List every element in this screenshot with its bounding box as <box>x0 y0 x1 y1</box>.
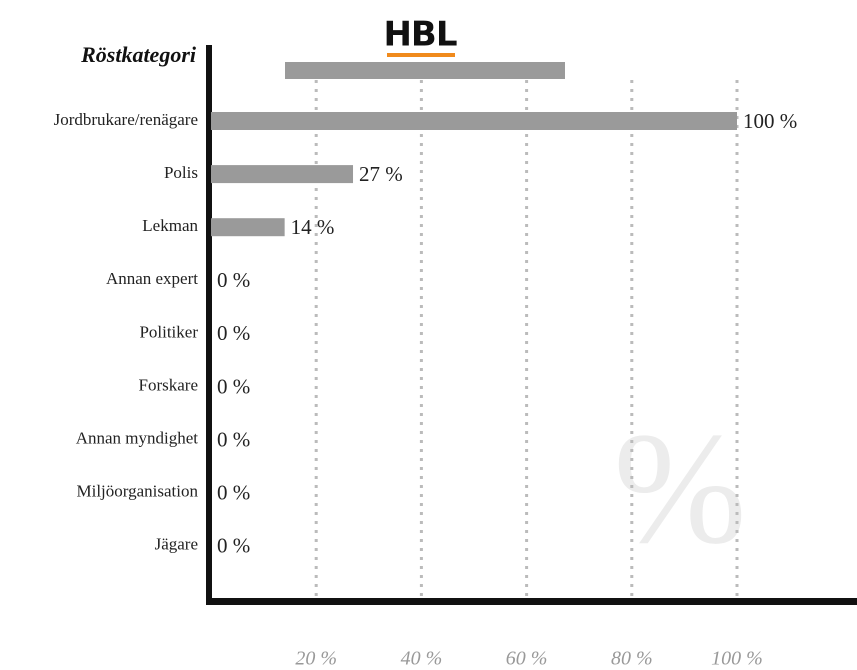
value-label: 100 % <box>743 109 797 133</box>
value-label: 0 % <box>217 481 250 505</box>
bar <box>211 218 285 237</box>
category-label: Forskare <box>139 375 198 394</box>
category-label: Annan expert <box>106 269 198 288</box>
category-label: Miljöorganisation <box>76 482 198 501</box>
logo-underline <box>387 53 455 57</box>
header-bar <box>285 62 565 79</box>
value-label: 14 % <box>291 215 335 239</box>
value-label: 0 % <box>217 534 250 558</box>
y-axis-label: Röstkategori <box>80 42 197 67</box>
y-axis <box>206 45 212 605</box>
category-label: Jordbrukare/renägare <box>54 110 198 129</box>
category-label: Politiker <box>139 322 198 341</box>
value-label: 0 % <box>217 374 250 398</box>
value-label: 27 % <box>359 162 403 186</box>
bar <box>211 112 737 130</box>
category-label: Lekman <box>142 216 198 235</box>
value-label: 0 % <box>217 427 250 451</box>
x-axis <box>206 598 857 605</box>
value-label: 0 % <box>217 321 250 345</box>
bar <box>211 165 354 184</box>
x-tick-label: 100 % <box>711 648 763 670</box>
category-label: Annan myndighet <box>76 429 199 448</box>
x-tick-label: 80 % <box>611 648 653 670</box>
value-label: 0 % <box>217 268 250 292</box>
x-tick-label: 60 % <box>506 648 548 670</box>
x-tick-label: 20 % <box>295 648 337 670</box>
category-label: Polis <box>164 163 198 182</box>
category-label: Jägare <box>155 535 198 554</box>
x-tick-label: 40 % <box>401 648 443 670</box>
watermark: % <box>613 399 746 577</box>
logo: HBL <box>383 15 456 55</box>
